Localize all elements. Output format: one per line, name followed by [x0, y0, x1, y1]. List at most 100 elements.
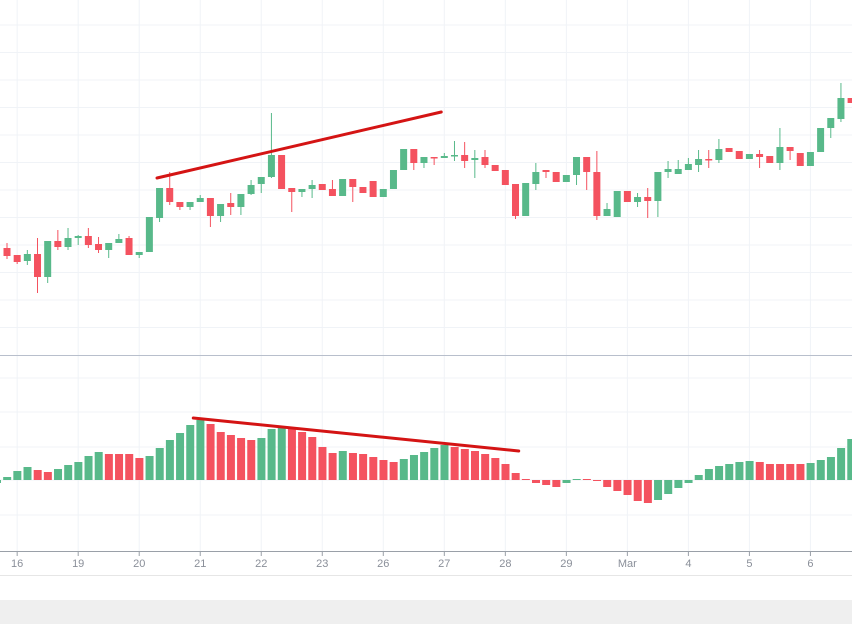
- candle: [318, 184, 326, 190]
- histogram-bar: [481, 454, 490, 480]
- candle: [379, 189, 387, 197]
- candle-body: [206, 198, 214, 216]
- histogram-bar: [776, 464, 785, 480]
- histogram-bar: [450, 447, 459, 480]
- candle: [623, 191, 631, 202]
- x-tick-label: 21: [194, 558, 206, 570]
- histogram-bar: [460, 449, 469, 480]
- candle-body: [552, 172, 560, 182]
- candle-body: [634, 197, 642, 202]
- histogram-bar: [125, 454, 134, 480]
- candle-body: [440, 156, 448, 158]
- candle: [674, 160, 682, 174]
- candle: [705, 150, 713, 168]
- candle-body: [491, 165, 499, 171]
- candle-body: [501, 170, 509, 185]
- candle-body: [13, 255, 21, 262]
- candle: [44, 241, 52, 283]
- candle: [725, 148, 733, 152]
- histogram-bar: [582, 479, 591, 480]
- candle: [573, 157, 581, 185]
- histogram-bar: [826, 457, 835, 480]
- candle: [817, 128, 825, 152]
- histogram-bar: [623, 480, 632, 495]
- x-tick-label: 5: [746, 558, 752, 570]
- candle-body: [725, 148, 733, 152]
- histogram-bar: [440, 445, 449, 480]
- candle-body: [217, 204, 225, 216]
- candle-body: [34, 254, 42, 277]
- candle: [715, 139, 723, 163]
- histogram-bar: [409, 455, 418, 480]
- x-tick-label: 22: [255, 558, 267, 570]
- histogram-bar: [13, 471, 22, 480]
- candle: [34, 238, 42, 293]
- candle-body: [603, 209, 611, 216]
- histogram-bar: [196, 420, 205, 480]
- histogram-bar: [226, 435, 235, 480]
- candle-body: [481, 157, 489, 165]
- candle-body: [105, 243, 113, 250]
- candle-body: [145, 217, 153, 252]
- candle: [227, 193, 235, 215]
- candle: [766, 156, 774, 163]
- candle: [695, 150, 703, 172]
- candle: [603, 203, 611, 216]
- candle-body: [247, 185, 255, 194]
- candle: [105, 243, 113, 258]
- histogram-bar: [287, 429, 296, 480]
- histogram-bar: [735, 462, 744, 480]
- histogram-bar: [94, 452, 103, 480]
- candle-body: [613, 191, 621, 217]
- histogram-bar: [847, 439, 852, 480]
- histogram-bar: [501, 464, 510, 480]
- candle-body: [115, 239, 123, 243]
- candle: [440, 153, 448, 158]
- candle-body: [735, 151, 743, 159]
- candle: [359, 187, 367, 193]
- candle-body: [593, 172, 601, 216]
- candle: [389, 170, 397, 189]
- histogram-bar: [135, 458, 144, 480]
- histogram-bar: [277, 427, 286, 480]
- candle: [156, 188, 164, 222]
- candle: [491, 165, 499, 171]
- candle: [450, 141, 458, 161]
- histogram-bar: [267, 429, 276, 480]
- x-tick-label: 20: [133, 558, 145, 570]
- histogram-bar: [633, 480, 642, 501]
- candle-body: [450, 155, 458, 157]
- histogram-bar: [0, 480, 1, 483]
- trading-chart[interactable]: 16 19 20 21 22 23 26 27 28 29 Mar 4 5 6: [0, 0, 852, 600]
- candle-body: [471, 158, 479, 160]
- histogram-bar: [298, 432, 307, 480]
- time-axis[interactable]: 16 19 20 21 22 23 26 27 28 29 Mar 4 5 6: [11, 552, 813, 570]
- candle-body: [684, 164, 692, 170]
- candle-body: [654, 172, 662, 201]
- candle: [369, 181, 377, 197]
- histogram-bar: [816, 460, 825, 480]
- price-trendline[interactable]: [155, 110, 443, 180]
- histogram-bar: [176, 433, 185, 480]
- candle-body: [95, 244, 103, 250]
- candle: [461, 142, 469, 168]
- histogram-bar: [704, 469, 713, 480]
- candle: [562, 175, 570, 182]
- candle: [522, 183, 530, 216]
- histogram-bar: [532, 480, 541, 483]
- candle-body: [420, 157, 428, 163]
- candle: [776, 128, 784, 170]
- candle-body: [349, 179, 357, 187]
- candle: [257, 177, 265, 193]
- histogram-bar: [562, 480, 571, 483]
- histogram-bar: [237, 438, 246, 480]
- oscillator-trendline[interactable]: [191, 416, 521, 453]
- candle: [654, 172, 662, 217]
- candle: [349, 179, 357, 202]
- candle: [247, 180, 255, 195]
- candle: [339, 179, 347, 196]
- candle: [786, 147, 794, 160]
- candle: [806, 152, 814, 166]
- histogram-bar: [338, 451, 347, 480]
- candle-body: [166, 188, 174, 202]
